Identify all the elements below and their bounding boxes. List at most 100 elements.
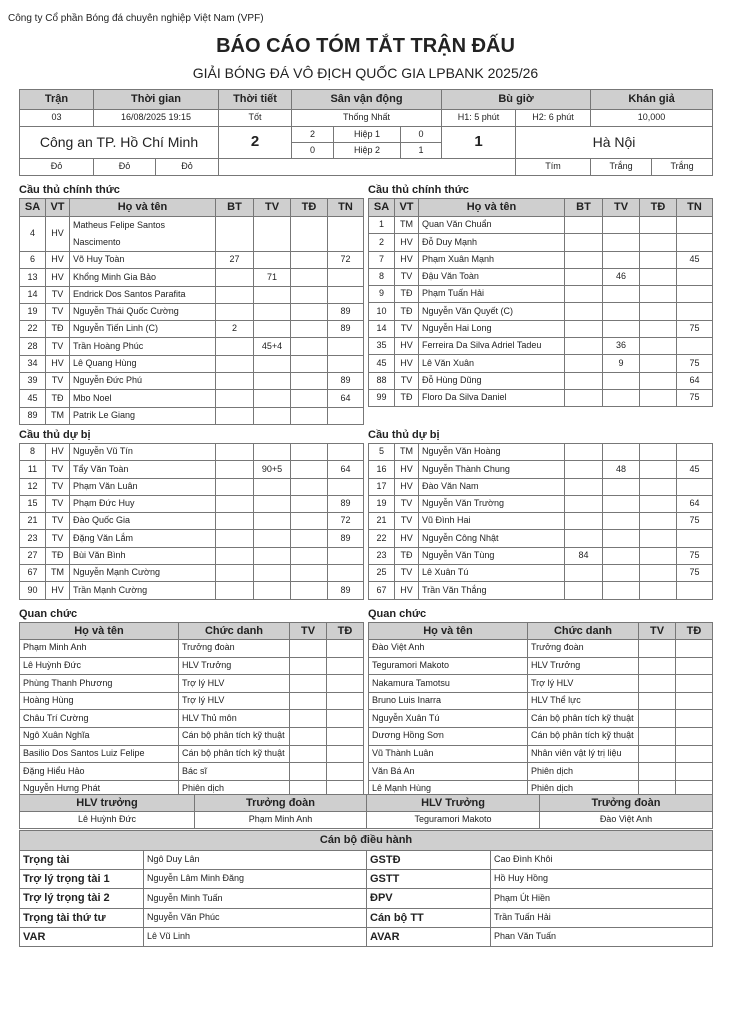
position: TV	[394, 564, 419, 583]
player-name: Phạm Văn Luân	[69, 477, 216, 496]
position: TV	[394, 267, 419, 287]
player-row: 19 TV Nguyễn Thái Quốc Cường 89	[19, 302, 364, 322]
position: HV	[394, 581, 419, 600]
player-name: Trần Mạnh Cường	[69, 581, 216, 600]
yellow-card-minute	[602, 250, 640, 269]
yellow-card-minute	[602, 442, 640, 462]
header-stadium: Sân vận động	[291, 89, 443, 110]
empty-cell	[218, 158, 517, 176]
player-name: Trần Hoàng Phúc	[69, 337, 216, 356]
away-subs-table: 5 TM Nguyễn Văn Hoàng 16 HV Nguyễn Thành Chun…	[368, 442, 713, 600]
position: HV	[394, 337, 419, 356]
player-row: 22 TĐ Nguyễn Tiến Linh (C) 2 89	[19, 320, 364, 339]
goal-minute	[215, 268, 254, 287]
red-card-minute	[290, 285, 328, 304]
official-name: Teguramori Makoto	[368, 656, 528, 676]
shirt-number: 1	[368, 215, 395, 235]
report-title: BÁO CÁO TÓM TẮT TRẬN ĐẤU	[216, 35, 515, 57]
column-header-goal-minute: BT	[215, 198, 254, 217]
goal-minute	[564, 494, 603, 514]
away-score: 1	[441, 126, 517, 159]
official-row: Nguyễn Xuân Tú Cán bộ phân tích kỹ thuật	[368, 709, 713, 728]
red-card-minute	[290, 529, 328, 548]
away-officials-title: Quan chức	[368, 608, 427, 620]
yellow-card-minute	[602, 512, 640, 531]
red-card	[675, 762, 713, 781]
player-row: 23 TĐ Nguyễn Văn Tùng 84 75	[368, 546, 713, 566]
player-name: Quan Văn Chuẩn	[418, 215, 565, 235]
player-row: 7 HV Phạm Xuân Mạnh 45	[368, 250, 713, 269]
red-card-minute	[290, 546, 328, 566]
player-name: Nguyễn Hai Long	[418, 319, 565, 339]
position: HV	[45, 268, 70, 287]
substitution-minute	[327, 354, 364, 374]
shirt-number: 34	[19, 354, 46, 374]
away-head-coach: Teguramori Makoto	[366, 811, 540, 829]
column-header-yellow-card: TV	[638, 622, 676, 640]
position: TV	[45, 302, 70, 322]
away-officials-table: Họ và tên Chức danh TV TĐ Đào Việt Anh Trưởng…	[368, 622, 713, 799]
official-name: Lê Vũ Linh	[143, 926, 367, 947]
position: TĐ	[394, 388, 419, 408]
yellow-card-minute	[253, 442, 291, 462]
substitution-minute: 75	[676, 564, 713, 583]
official-row: Lê Huỳnh Đức HLV Trưởng	[19, 656, 364, 676]
official-name: Nguyễn Văn Phúc	[143, 907, 367, 928]
shirt-number: 22	[19, 320, 46, 339]
substitution-minute	[327, 564, 364, 583]
column-header-red-card-minute: TĐ	[639, 198, 677, 217]
player-name: Patrik Le Giang	[69, 406, 216, 425]
red-card-minute	[290, 477, 328, 496]
match-officials-table: Cán bộ điều hành Trọng tài Ngô Duy Lân GSTĐ…	[18, 830, 714, 947]
yellow-card-minute	[602, 371, 640, 390]
player-name: Phạm Đức Huy	[69, 494, 216, 514]
away-head-coach-header: HLV Trưởng	[366, 794, 540, 812]
yellow-card-minute	[602, 319, 640, 339]
position: TĐ	[394, 285, 419, 304]
red-card-minute	[290, 460, 328, 479]
official-row: Phạm Minh Anh Trưởng đoàn	[19, 639, 364, 658]
official-role: HLV Thể lực	[527, 691, 639, 711]
column-header-red-card-minute: TĐ	[290, 198, 328, 217]
yellow-card-minute	[602, 546, 640, 566]
shirt-number: 99	[368, 388, 395, 408]
red-card	[675, 709, 713, 728]
official-name: Ngô Xuân Nghĩa	[19, 726, 179, 746]
substitution-minute	[327, 442, 364, 462]
position: HV	[45, 354, 70, 374]
player-row: 99 TĐ Floro Da Silva Daniel 75	[368, 388, 713, 408]
home-subs-table: 8 HV Nguyễn Vũ Tín 11 TV Tẩy Văn Toàn 90+5 64 12…	[19, 442, 364, 600]
position: TV	[45, 285, 70, 304]
shirt-number: 22	[368, 529, 395, 548]
yellow-card	[289, 639, 327, 658]
player-name: Nguyễn Công Nhật	[418, 529, 565, 548]
yellow-card	[289, 691, 327, 711]
away-team-manager-header: Trưởng đoàn	[539, 794, 713, 812]
official-name: Hồ Huy Hồng	[489, 869, 714, 890]
shirt-number: 6	[19, 250, 46, 270]
yellow-card-minute: 90+5	[253, 460, 291, 479]
shirt-number: 7	[368, 250, 395, 269]
shirt-number: 17	[368, 477, 395, 496]
goal-minute	[564, 250, 603, 269]
header-match: Trận	[19, 89, 94, 110]
red-card-minute	[639, 302, 677, 321]
match-time: 16/08/2025 19:15	[92, 109, 220, 127]
substitution-minute: 75	[676, 546, 713, 566]
yellow-card-minute	[253, 564, 291, 583]
home-color-2: Đỏ	[93, 158, 156, 176]
substitution-minute	[676, 442, 713, 462]
player-name: Lê Quang Hùng	[69, 354, 216, 374]
position: TM	[45, 406, 70, 425]
player-row: 89 TM Patrik Le Giang	[19, 406, 364, 425]
home-team-manager: Phạm Minh Anh	[194, 811, 367, 829]
goal-minute	[564, 460, 603, 479]
player-row: 28 TV Trần Hoàng Phúc 45+4	[19, 337, 364, 356]
goal-minute	[215, 406, 254, 425]
official-role: HLV Trưởng	[527, 656, 639, 676]
red-card	[675, 656, 713, 676]
position: TV	[45, 512, 70, 531]
header-time: Thời gian	[92, 89, 220, 110]
goal-minute	[564, 233, 603, 252]
goal-minute: 27	[215, 250, 254, 270]
